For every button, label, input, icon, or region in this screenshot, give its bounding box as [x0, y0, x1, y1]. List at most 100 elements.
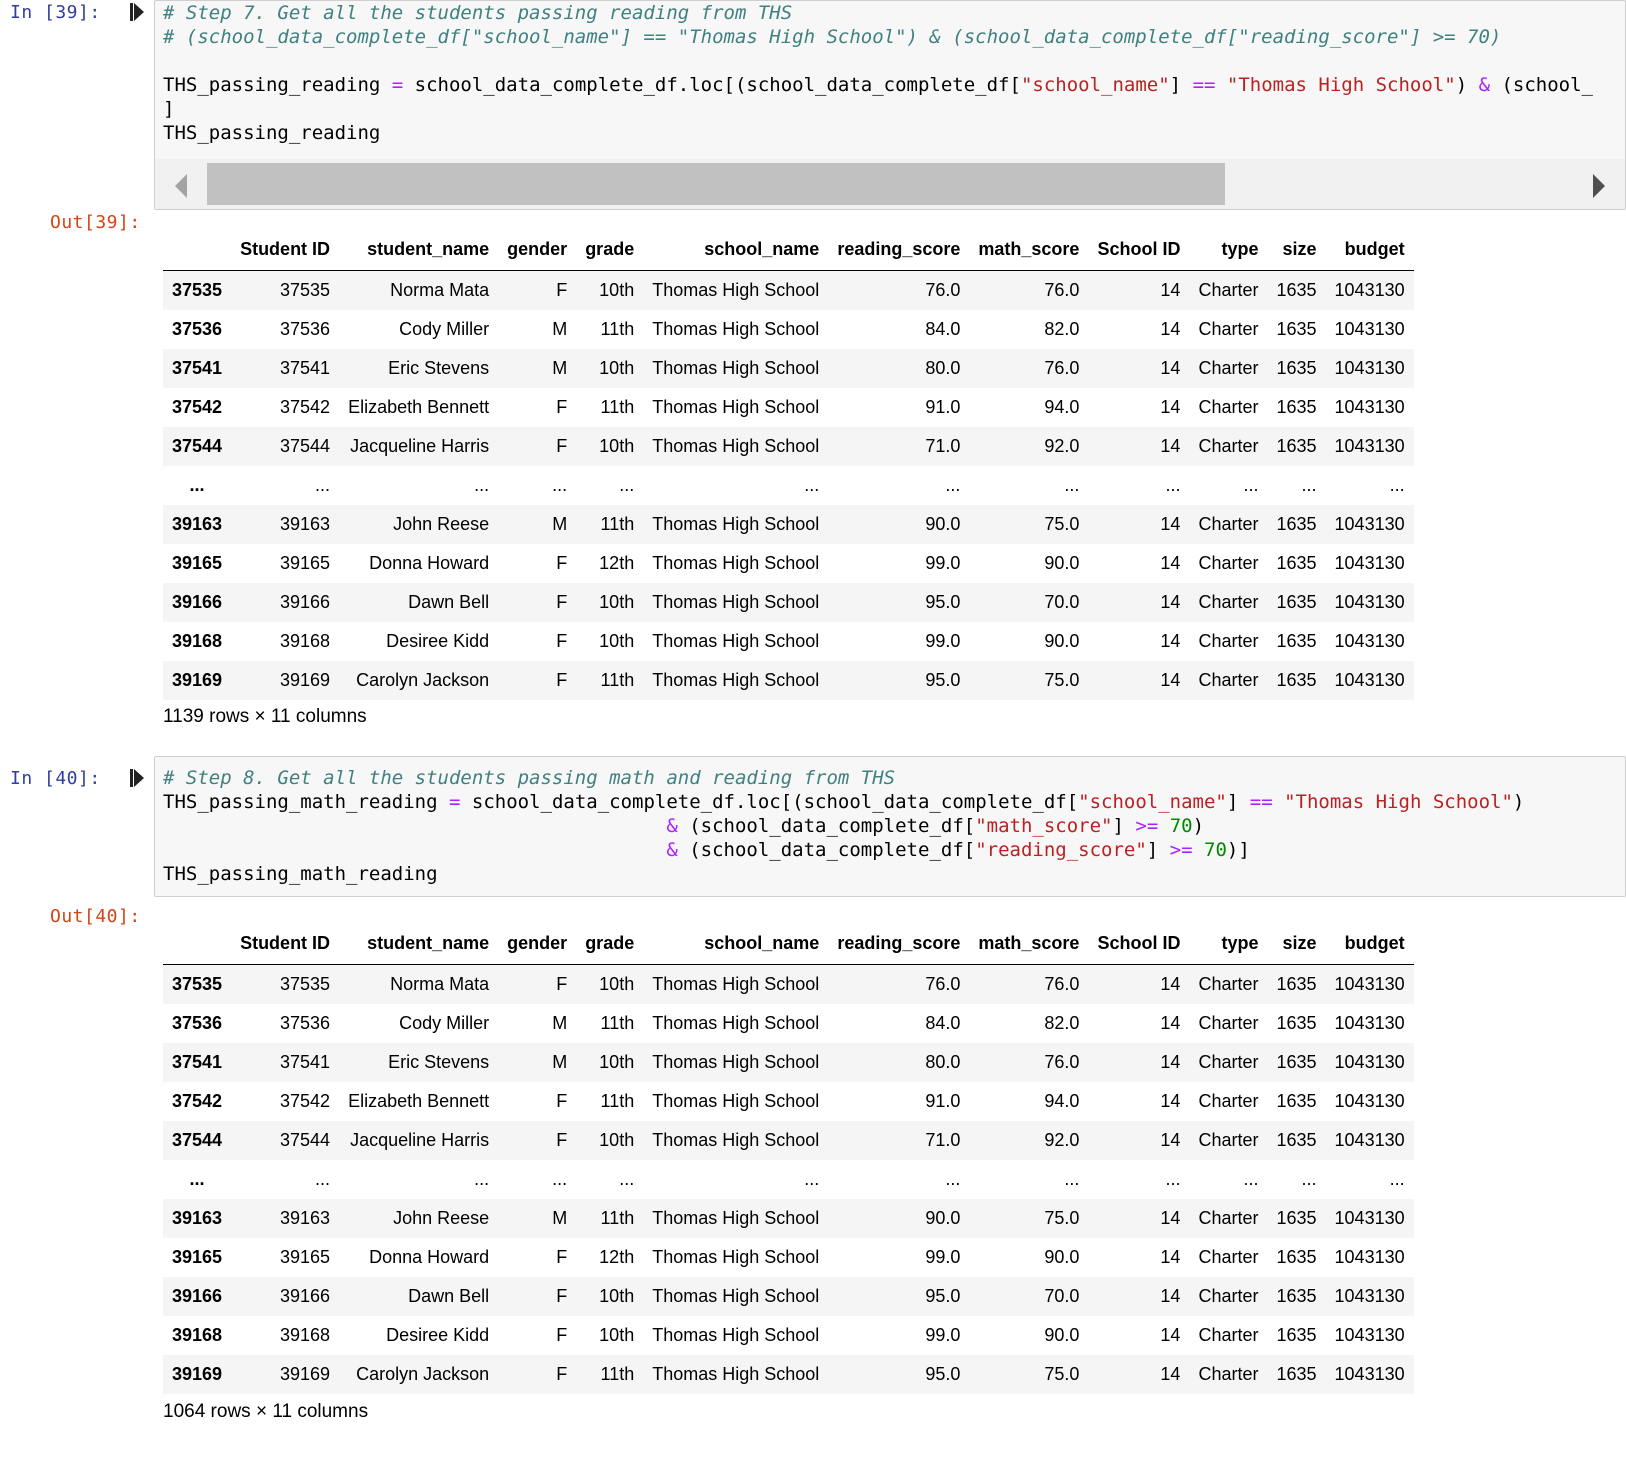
- column-header: reading_score: [828, 922, 970, 965]
- code-operator: &: [666, 815, 678, 837]
- table-cell: 82.0: [1044, 319, 1080, 339]
- column-header: Student ID: [231, 922, 340, 965]
- table-cell: 39169: [280, 1364, 331, 1384]
- table-cell: 14: [1160, 1052, 1181, 1072]
- code-text: (school_data_complete_df[: [677, 815, 976, 837]
- table-cell: Thomas High School: [652, 670, 820, 690]
- table-cell: 1635: [1276, 1208, 1317, 1228]
- table-cell: 99.0: [925, 1247, 961, 1267]
- table-cell: Thomas High School: [652, 1208, 820, 1228]
- table-cell: Charter: [1198, 553, 1259, 573]
- column-header: grade: [576, 922, 644, 965]
- table-cell: 10th: [599, 1052, 635, 1072]
- table-cell: Charter: [1198, 670, 1259, 690]
- table-cell: ...: [1389, 475, 1405, 495]
- table-cell: Thomas High School: [652, 592, 820, 612]
- table-cell: M: [552, 319, 568, 339]
- table-cell: 11th: [600, 1208, 635, 1228]
- table-cell: 1043130: [1334, 1364, 1405, 1384]
- table-cell: 39168: [280, 631, 331, 651]
- scroll-left-arrow-icon[interactable]: [175, 174, 187, 198]
- column-header: budget: [1325, 922, 1414, 965]
- code-editor[interactable]: # Step 7. Get all the students passing r…: [163, 1, 1593, 145]
- run-cell-icon[interactable]: [130, 3, 144, 21]
- table-cell: 11th: [600, 1364, 635, 1384]
- table-cell: 99.0: [925, 553, 961, 573]
- table-cell: 1635: [1276, 1013, 1317, 1033]
- table-cell: 84.0: [925, 1013, 961, 1033]
- table-cell: 84.0: [925, 319, 961, 339]
- row-index: 37535: [172, 280, 223, 300]
- table-cell: Jacqueline Harris: [350, 1130, 490, 1150]
- table-cell: 1043130: [1334, 631, 1405, 651]
- table-cell: 10th: [599, 358, 635, 378]
- table-cell: ...: [552, 475, 568, 495]
- code-text: ): [1192, 815, 1205, 837]
- table-cell: 11th: [600, 1013, 635, 1033]
- scrollbar-thumb[interactable]: [207, 163, 1225, 205]
- table-cell: 14: [1160, 514, 1181, 534]
- table-cell: Thomas High School: [652, 397, 820, 417]
- table-cell: 39166: [280, 592, 331, 612]
- column-header: student_name: [339, 922, 499, 965]
- column-header: math_score: [969, 922, 1089, 965]
- table-cell: Thomas High School: [652, 1364, 820, 1384]
- row-index: 39165: [172, 553, 223, 573]
- table-row: 39169 39169 Carolyn Jackson F 11th Thomas Hig…: [163, 661, 1414, 700]
- column-header: School ID: [1088, 922, 1190, 965]
- table-row: 37536 37536 Cody Miller M 11th Thomas High Sc…: [163, 310, 1414, 349]
- table-cell: Thomas High School: [652, 974, 820, 994]
- table-cell: 14: [1160, 436, 1181, 456]
- table-row: 37544 37544 Jacqueline Harris F 10th Thomas H…: [163, 1121, 1414, 1160]
- table-cell: Thomas High School: [652, 1286, 820, 1306]
- table-row: 37542 37542 Elizabeth Bennett F 11th Thomas H…: [163, 1082, 1414, 1121]
- table-cell: 70.0: [1044, 592, 1080, 612]
- table-cell: 1635: [1276, 397, 1317, 417]
- table-cell: 1635: [1276, 358, 1317, 378]
- table-cell: 14: [1160, 592, 1181, 612]
- table-cell: 1635: [1276, 1364, 1317, 1384]
- code-cell-39[interactable]: # Step 7. Get all the students passing r…: [154, 0, 1626, 210]
- table-cell: 37542: [280, 1091, 331, 1111]
- table-cell: 1635: [1276, 670, 1317, 690]
- row-index: 39165: [172, 1247, 223, 1267]
- code-text: school_data_complete_df.loc[(school_data…: [403, 74, 1021, 96]
- code-operator: ==: [1249, 791, 1273, 813]
- code-cell-40[interactable]: # Step 8. Get all the students passing m…: [154, 756, 1626, 897]
- table-cell: Charter: [1198, 1325, 1259, 1345]
- code-string: "reading_score": [975, 839, 1147, 861]
- run-cell-icon[interactable]: [130, 769, 144, 787]
- table-cell: 10th: [599, 436, 635, 456]
- row-index: 39166: [172, 1286, 223, 1306]
- column-header: reading_score: [828, 228, 970, 271]
- table-cell: 14: [1160, 974, 1181, 994]
- code-text: ]: [1169, 74, 1193, 96]
- table-cell: 37541: [280, 1052, 331, 1072]
- table-cell: Charter: [1198, 1013, 1259, 1033]
- scroll-right-arrow-icon[interactable]: [1593, 174, 1605, 198]
- table-cell: 76.0: [925, 974, 961, 994]
- code-text: THS_passing_math_reading: [163, 863, 438, 885]
- table-cell: 37544: [280, 1130, 331, 1150]
- table-cell: Thomas High School: [652, 1325, 820, 1345]
- table-cell: 10th: [599, 974, 635, 994]
- row-index: 39168: [172, 631, 223, 651]
- code-indent: [163, 839, 666, 861]
- table-cell: ...: [945, 475, 961, 495]
- table-cell: 10th: [599, 1130, 635, 1150]
- table-cell: Charter: [1198, 1130, 1259, 1150]
- table-cell: ...: [552, 1169, 568, 1189]
- horizontal-scrollbar[interactable]: [155, 159, 1625, 209]
- table-cell: 37544: [280, 436, 331, 456]
- table-cell: Charter: [1198, 436, 1259, 456]
- code-string: "Thomas High School": [1284, 791, 1513, 813]
- code-string: "Thomas High School": [1226, 74, 1456, 96]
- table-cell: F: [556, 436, 568, 456]
- code-text: ]: [1112, 815, 1136, 837]
- code-editor[interactable]: # Step 8. Get all the students passing m…: [163, 766, 1524, 886]
- dataframe-table-40: Student ID student_name gender grade school_…: [163, 922, 1414, 1394]
- table-cell: 1635: [1276, 1130, 1317, 1150]
- table-cell: ...: [474, 475, 490, 495]
- table-cell: 1043130: [1334, 319, 1405, 339]
- table-cell: 95.0: [925, 1286, 961, 1306]
